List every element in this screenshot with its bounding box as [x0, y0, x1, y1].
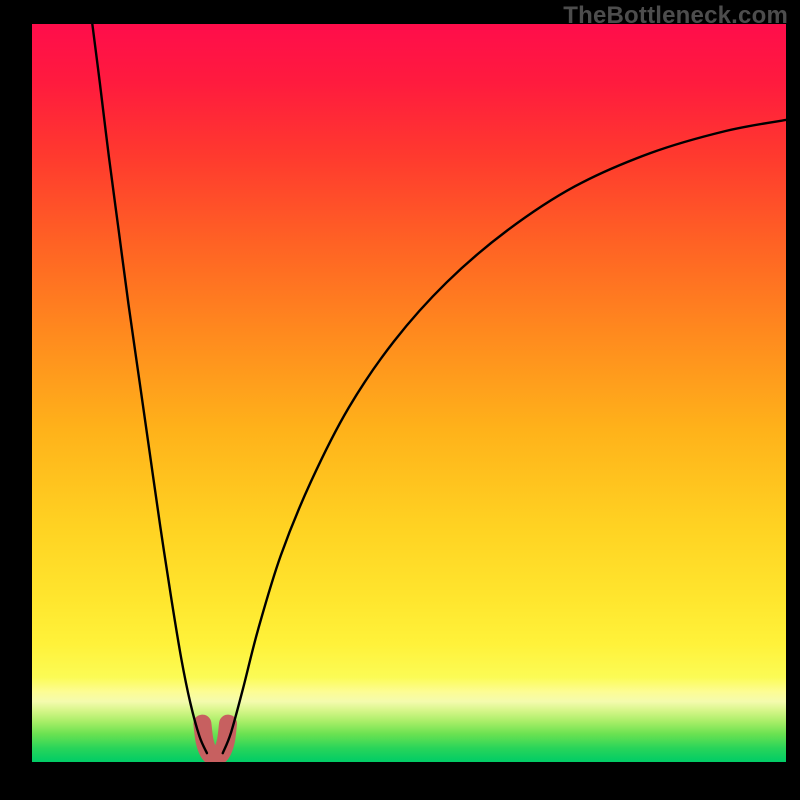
watermark-text: TheBottleneck.com [563, 2, 788, 30]
gradient-background [32, 24, 786, 762]
bottleneck-chart [32, 24, 786, 762]
plot-area [32, 24, 786, 762]
